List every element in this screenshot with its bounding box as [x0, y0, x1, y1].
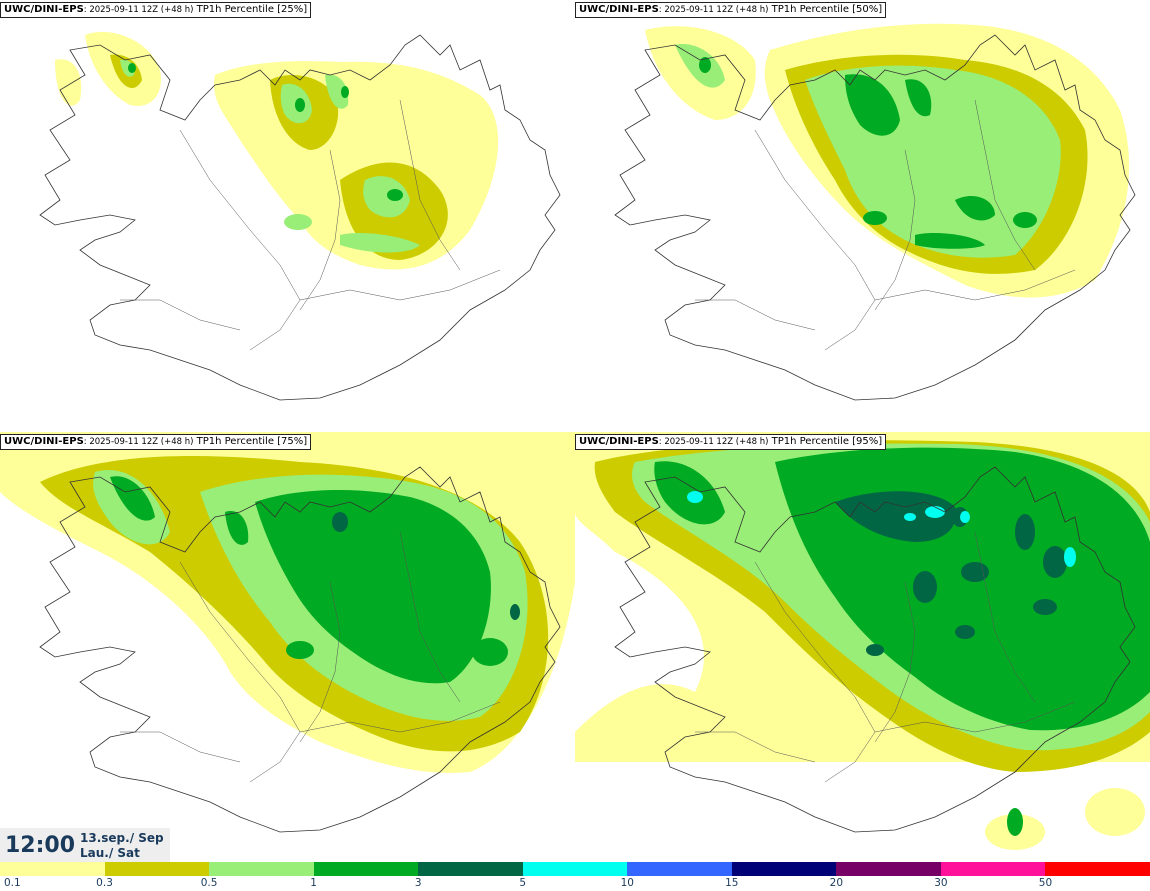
rivers: [120, 99, 501, 351]
model-name: UWC/DINI-EPS: [579, 4, 659, 15]
colorbar-swatch: [627, 862, 732, 876]
colorbar-tick-label: 0.3: [96, 877, 113, 889]
coastline: [39, 466, 561, 833]
colorbar-tick-label: 1: [310, 877, 317, 889]
panel-title: UWC/DINI-EPS: 2025-09-11 12Z (+48 h) TP1…: [575, 2, 887, 18]
map-panel-p75: UWC/DINI-EPS: 2025-09-11 12Z (+48 h) TP1…: [0, 432, 575, 862]
precip-map-p25: [39, 31, 561, 401]
model-name: UWC/DINI-EPS: [4, 4, 84, 15]
coastline: [39, 34, 561, 401]
precip-shading: [55, 31, 499, 270]
precip-map-p75: [0, 432, 575, 833]
precip-shading: [645, 23, 1130, 298]
coastline: [614, 34, 1136, 401]
run-info: : 2025-09-11 12Z (+48 h): [658, 5, 769, 15]
valid-time-box: 12:00 13.sep./ Sep Lau./ Sat: [0, 828, 170, 862]
colorbar: [0, 862, 1150, 876]
colorbar-tick-label: 20: [829, 877, 844, 889]
panel-title: UWC/DINI-EPS: 2025-09-11 12Z (+48 h) TP1…: [0, 2, 312, 18]
colorbar-swatch: [522, 862, 628, 876]
valid-date-line2: Lau./ Sat: [80, 846, 140, 860]
panel-title: UWC/DINI-EPS: 2025-09-11 12Z (+48 h) TP1…: [0, 434, 312, 450]
colorbar-tick-label: 0.1: [4, 877, 21, 889]
precip-map-p50: [614, 23, 1136, 401]
colorbar-swatch: [940, 862, 1046, 876]
colorbar-swatch: [209, 862, 314, 876]
precip-shading: [0, 432, 575, 773]
rivers: [695, 99, 1076, 351]
map-panel-p25: UWC/DINI-EPS: 2025-09-11 12Z (+48 h) TP1…: [0, 0, 575, 430]
model-name: UWC/DINI-EPS: [4, 436, 84, 447]
colorbar-tick-label: 0.5: [200, 877, 218, 889]
map-panel-p95: UWC/DINI-EPS: 2025-09-11 12Z (+48 h) TP1…: [575, 432, 1150, 862]
run-info: : 2025-09-11 12Z (+48 h): [658, 437, 769, 447]
colorbar-swatch: [104, 862, 210, 876]
field-name: TP1h Percentile [95%]: [768, 436, 883, 447]
colorbar-tick-label: 50: [1038, 877, 1053, 889]
panel-title: UWC/DINI-EPS: 2025-09-11 12Z (+48 h) TP1…: [575, 434, 887, 450]
field-name: TP1h Percentile [75%]: [193, 436, 308, 447]
rivers: [120, 531, 501, 783]
colorbar-tick-label: 15: [725, 877, 739, 889]
colorbar-swatch: [731, 862, 837, 876]
rivers: [695, 531, 1076, 783]
field-name: TP1h Percentile [25%]: [193, 4, 308, 15]
colorbar-ticks: 0.1 0.3 0.5 1 3 5 10 15 20 30 50: [0, 877, 1150, 891]
valid-date: 13.sep./ Sep Lau./ Sat: [80, 831, 164, 861]
precip-map-p95: [575, 432, 1150, 862]
field-name: TP1h Percentile [50%]: [768, 4, 883, 15]
colorbar-tick-label: 10: [620, 877, 634, 889]
colorbar-tick-label: 3: [414, 877, 422, 889]
colorbar-tick-label: 30: [934, 877, 948, 889]
valid-date-line1: 13.sep./ Sep: [80, 831, 164, 845]
run-info: : 2025-09-11 12Z (+48 h): [83, 437, 194, 447]
colorbar-tick-label: 5: [519, 877, 527, 889]
coastline: [614, 466, 1136, 833]
colorbar-swatch: [836, 862, 941, 876]
precip-shading: [575, 432, 1150, 862]
colorbar-swatch: [418, 862, 523, 876]
colorbar-swatch: [1045, 862, 1150, 876]
valid-time: 12:00: [5, 833, 76, 858]
map-panel-p50: UWC/DINI-EPS: 2025-09-11 12Z (+48 h) TP1…: [575, 0, 1150, 430]
colorbar-swatch: [313, 862, 419, 876]
colorbar-swatch: [0, 862, 105, 876]
model-name: UWC/DINI-EPS: [579, 436, 659, 447]
run-info: : 2025-09-11 12Z (+48 h): [83, 5, 194, 15]
